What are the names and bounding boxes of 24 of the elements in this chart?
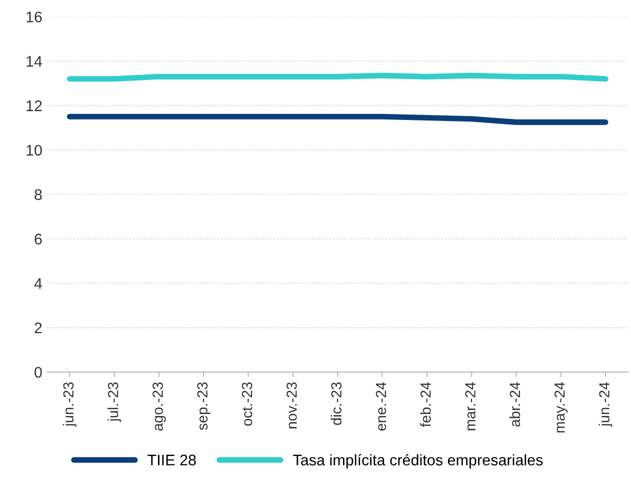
x-tick-label: ene.-24 — [376, 382, 386, 431]
y-tick-label: 14 — [26, 56, 42, 67]
y-tick-label: 16 — [26, 12, 42, 22]
x-tick-label: dic.-23 — [330, 382, 342, 425]
legend-label: TIIE 28 — [148, 454, 196, 466]
y-tick-label: 8 — [34, 189, 42, 200]
x-tick-label: sep.-23 — [197, 382, 210, 430]
legend-label: Tasa implícita créditos empresariales — [293, 454, 543, 468]
x-tick-label: ago.-23 — [152, 382, 166, 431]
y-tick-label: 10 — [26, 144, 42, 156]
x-tick-label: abr.-24 — [509, 382, 520, 427]
x-tick-label: nov.-23 — [286, 382, 297, 428]
y-tick-label: 12 — [26, 100, 42, 112]
x-tick-label: oct.-23 — [242, 382, 252, 426]
y-tick-label: 4 — [34, 278, 42, 289]
x-tick-label: jun.-23 — [62, 382, 76, 427]
x-tick-label: jun.-24 — [598, 382, 612, 427]
y-tick-label: 2 — [34, 322, 42, 334]
x-tick-label: may.-24 — [554, 382, 568, 432]
x-tick-label: feb.-24 — [420, 382, 431, 427]
x-tick-label: jul.-23 — [108, 382, 122, 422]
y-tick-label: 6 — [34, 234, 42, 244]
x-tick-label: mar.-24 — [465, 382, 476, 430]
y-tick-label: 0 — [34, 366, 42, 378]
